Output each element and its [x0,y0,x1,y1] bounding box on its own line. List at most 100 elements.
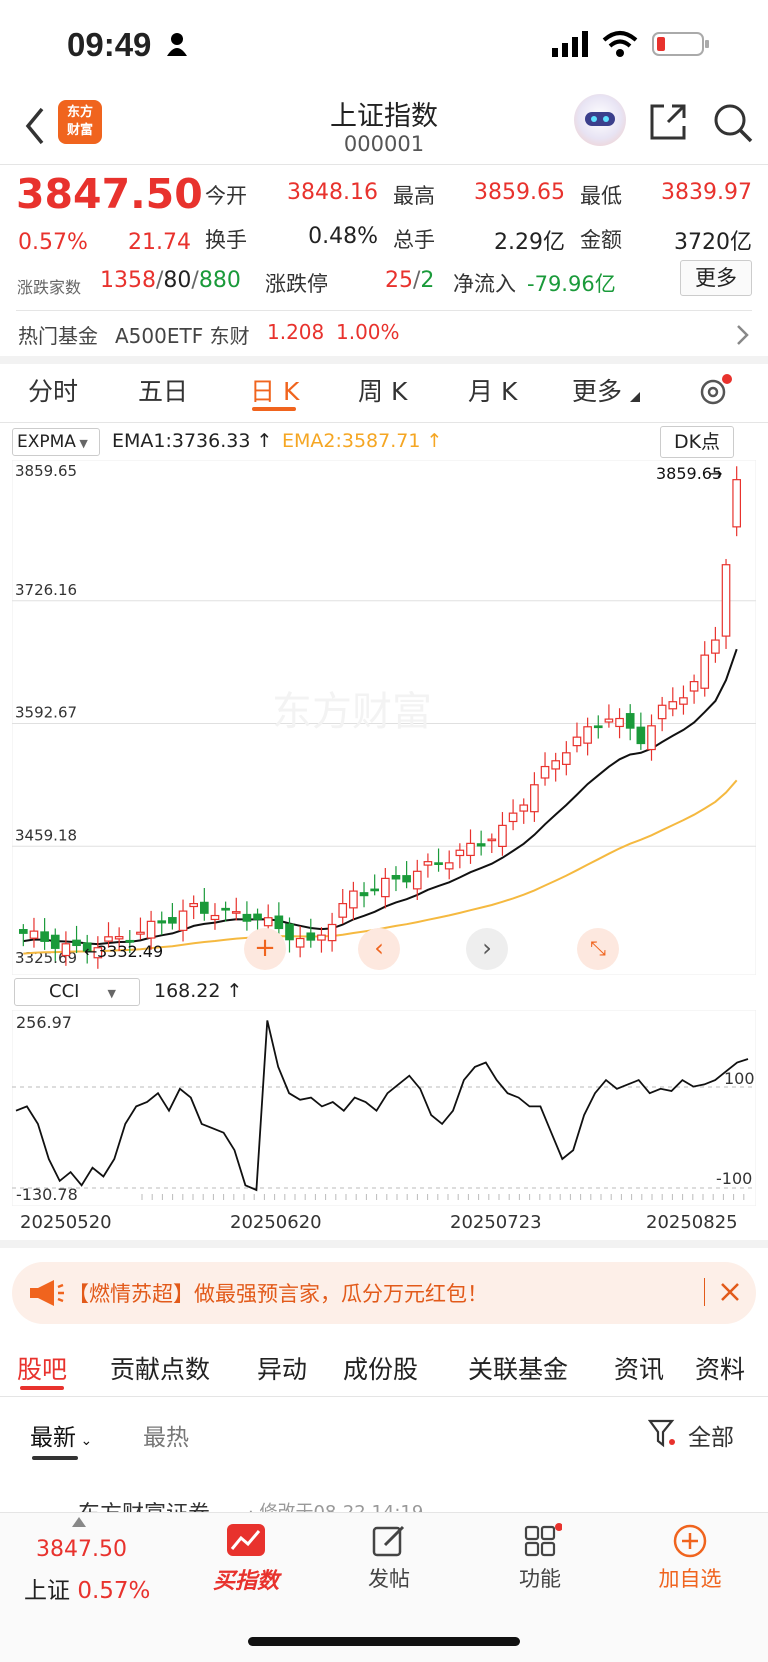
tab-daily-k[interactable]: 日 K [250,377,300,406]
filter-icon[interactable] [648,1418,676,1448]
cci-line [15,1020,749,1192]
tab-guba[interactable]: 股吧 [17,1355,68,1384]
inflow-label: 净流入 [453,272,516,296]
functions-button[interactable]: 功能 [490,1523,590,1593]
sort-hot[interactable]: 最热 [143,1425,189,1451]
candle-body [359,892,369,897]
amount-label: 金额 [580,228,622,252]
tab-related-funds[interactable]: 关联基金 [468,1355,569,1384]
promo-banner[interactable]: 【燃情苏超】做最强预言家，瓜分万元红包！ [12,1262,756,1324]
hot-fund-row[interactable]: 热门基金 A500ETF 东财 1.208 1.00% [0,312,768,356]
banner-text: 【燃情苏超】做最强预言家，瓜分万元红包！ [68,1282,488,1306]
tab-weekly-k[interactable]: 周 K [358,377,408,406]
ema2-label: EMA2:3587.71 ↑ [282,430,443,452]
bottom-index[interactable]: 上证 0.57% [24,1571,150,1605]
candle-body [689,681,699,692]
candle-body [732,479,742,528]
breadth-label: 涨跌家数 [17,278,82,297]
share-icon[interactable] [648,102,688,142]
back-icon[interactable] [24,106,46,146]
indicator-select[interactable]: EXPMA ▼ [12,428,100,456]
candle-body [231,911,241,914]
candle-body [647,725,656,751]
candle-body [370,888,380,892]
megaphone-icon [30,1280,64,1306]
search-icon[interactable] [712,102,754,144]
candle-body [168,917,177,924]
candle-body [18,929,28,934]
candle-body [263,917,273,927]
tab-news[interactable]: 资讯 [614,1355,665,1384]
fullscreen-button[interactable]: ⤡ [577,928,619,970]
candle-body [572,736,582,747]
more-quote-button[interactable]: 更多 [680,260,752,296]
limit-label: 涨跌停 [265,272,328,296]
bottom-index-name: 上证 [24,1578,70,1604]
high-marker-arrow: → [709,464,722,483]
y-tick-label: 3459.18 [15,826,77,844]
tab-profile[interactable]: 资料 [695,1355,746,1384]
tab-more[interactable]: 更多 [572,377,623,406]
cci-chart[interactable]: 256.97 -130.78 100 -100 [12,1010,756,1206]
filter-all[interactable]: 全部 [688,1425,734,1451]
candle-body [199,901,209,914]
chart-watermark: 东方财富 [272,689,432,735]
candle-body [295,937,305,948]
date-label-3: 20250723 [450,1212,542,1233]
candle-body [349,890,358,909]
tab-contribution[interactable]: 贡献点数 [110,1355,211,1384]
limit-values: 25/2 [385,268,435,293]
candle-body [82,942,92,952]
zoom-in-button[interactable]: + [244,928,286,970]
breadth-values: 1358/80/880 [100,268,241,293]
bottom-index-pct: 0.57% [77,1578,151,1604]
scroll-left-button[interactable]: ‹ [358,928,400,970]
cci-select[interactable]: CCI ▼ [14,978,140,1006]
low-marker-arrow: ← [84,942,97,961]
ema1-value: EMA1:3736.33 [112,430,251,452]
logo-text-top: 东方 [66,105,93,120]
tab-monthly-k[interactable]: 月 K [468,377,518,406]
sort-newest-label: 最新 [30,1425,76,1451]
person-icon [167,33,187,56]
candle-body [114,936,124,940]
candle-body [540,765,550,779]
tab-intraday[interactable]: 分时 [28,377,79,406]
sort-newest[interactable]: 最新 ⌄ [30,1425,93,1451]
tab-movement[interactable]: 异动 [257,1355,308,1384]
logo-text-bottom: 财富 [66,123,93,138]
candle-body [317,934,326,941]
post-preview[interactable]: 东方财富证券 · 修改于08-22 14:19 [28,1500,748,1514]
dk-point-button[interactable]: DK点 [660,426,734,458]
breadth-up: 1358 [100,268,156,293]
candle-body [679,697,688,705]
settings-icon[interactable] [698,374,732,408]
candle-body [434,862,443,865]
ai-assistant-avatar[interactable] [574,94,626,146]
tab-constituents[interactable]: 成份股 [343,1355,419,1384]
candle-body [327,923,337,942]
add-watchlist-button[interactable]: 加自选 [640,1523,740,1593]
hot-fund-price: 1.208 [267,320,325,344]
date-label-2: 20250620 [230,1212,322,1233]
tab-five-day[interactable]: 五日 [138,377,189,406]
buy-index-button[interactable]: 买指数 [196,1523,296,1595]
scroll-right-button[interactable]: › [466,928,508,970]
candle-body [136,931,145,935]
candle-body [625,713,635,729]
cci-value: 168.22 [154,980,221,1002]
close-icon[interactable] [720,1282,740,1302]
candle-body [530,784,539,813]
candle-body [285,923,294,941]
low-marker-label: 3332.49 [97,942,163,961]
cci-tick-bottom: -130.78 [16,1185,78,1204]
candle-body [93,947,103,959]
candle-body [636,726,646,745]
candle-body [274,915,284,930]
candle-body [221,907,230,911]
candle-body [72,939,81,947]
candlestick-chart[interactable]: 东方财富 3859.653726.163592.673459.183325.69… [12,460,756,975]
post-button[interactable]: 发帖 [339,1523,439,1593]
candle-body [253,913,262,920]
candle-body [508,812,518,823]
